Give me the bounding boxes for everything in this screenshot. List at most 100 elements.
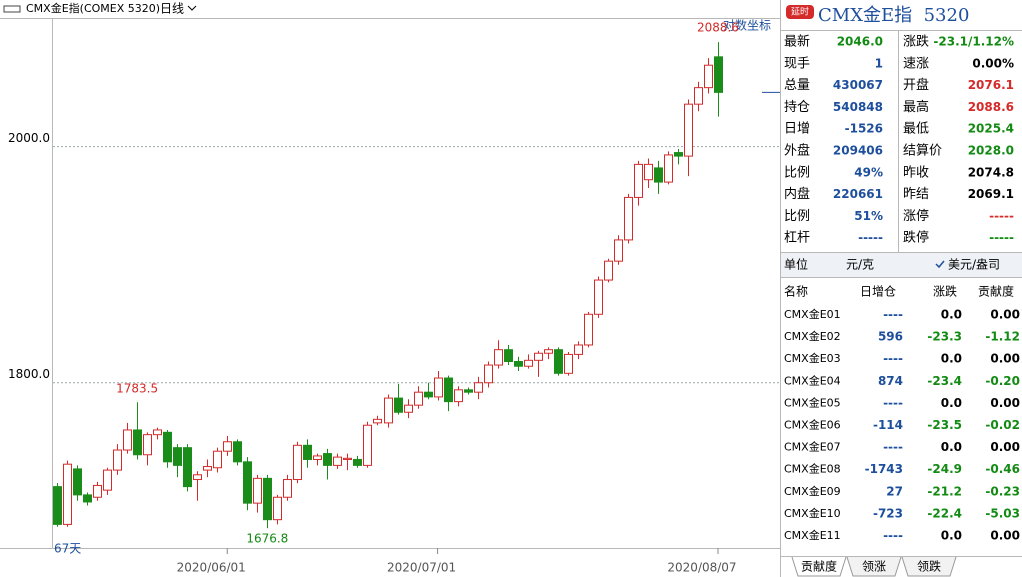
contract-name[interactable]: CMX金E04 bbox=[784, 373, 841, 387]
quote-label: 杠杆 bbox=[784, 230, 810, 246]
quote-value: 209406 bbox=[833, 144, 883, 158]
x-tick-label: 2020/08/07 bbox=[667, 561, 736, 575]
cell: ---- bbox=[883, 308, 903, 322]
candle-body bbox=[604, 260, 613, 281]
candle-body bbox=[53, 486, 62, 525]
contract-name[interactable]: CMX金E03 bbox=[784, 351, 841, 365]
cell: 0.0 bbox=[941, 440, 962, 454]
contract-name[interactable]: CMX金E02 bbox=[784, 329, 841, 343]
tab[interactable]: 贡献度 bbox=[801, 559, 837, 574]
cell: -23.3 bbox=[927, 330, 962, 344]
candle-body bbox=[73, 468, 82, 496]
column-header: 名称 bbox=[784, 284, 808, 299]
quote-label: 跌停 bbox=[903, 230, 929, 246]
quote-value: -1526 bbox=[845, 122, 883, 136]
cell: 27 bbox=[886, 484, 903, 498]
tab-shape[interactable] bbox=[901, 556, 957, 577]
candle-body bbox=[504, 349, 513, 362]
contract-name[interactable]: CMX金E01 bbox=[784, 307, 841, 321]
candle-body bbox=[143, 434, 152, 456]
candle-body bbox=[123, 429, 132, 451]
candle-body bbox=[664, 154, 673, 183]
quote-label: 内盘 bbox=[784, 186, 810, 202]
candle-body bbox=[213, 450, 222, 469]
candle-body bbox=[624, 196, 633, 241]
contract-name[interactable]: CMX金E05 bbox=[784, 395, 841, 409]
cell: -5.03 bbox=[985, 506, 1020, 520]
candle-body bbox=[574, 344, 583, 355]
cell: -0.02 bbox=[985, 418, 1020, 432]
cell: 0.00 bbox=[990, 352, 1020, 366]
column-header: 涨跌 bbox=[933, 284, 957, 299]
quote-value: -23.1/1.12% bbox=[933, 35, 1014, 49]
contract-name[interactable]: CMX金E07 bbox=[784, 440, 841, 454]
x-tick-label: 2020/07/01 bbox=[387, 561, 456, 575]
candle-body bbox=[93, 484, 102, 498]
quote-label: 结算价 bbox=[903, 144, 942, 159]
extreme-label: 1676.8 bbox=[246, 532, 288, 546]
quote-label: 外盘 bbox=[784, 143, 810, 159]
candle-body bbox=[183, 447, 192, 488]
candle-body bbox=[203, 466, 212, 471]
quote-value: 2069.1 bbox=[968, 187, 1014, 201]
cell: -0.20 bbox=[985, 374, 1020, 388]
dropdown-icon[interactable] bbox=[187, 5, 197, 11]
quote-value: 430067 bbox=[833, 78, 883, 92]
candle-body bbox=[163, 431, 172, 463]
unit-usd[interactable]: 美元/盎司 bbox=[948, 258, 1000, 272]
contract-name[interactable]: CMX金E10 bbox=[784, 506, 841, 520]
quote-value: 2046.0 bbox=[837, 35, 883, 49]
cell: 0.0 bbox=[941, 308, 962, 322]
candle-body bbox=[484, 364, 493, 384]
contract-name[interactable]: CMX金E09 bbox=[784, 484, 841, 498]
quote-label: 比例 bbox=[784, 209, 810, 224]
tab-shape[interactable] bbox=[846, 556, 902, 577]
candle-body bbox=[714, 56, 723, 93]
cell: 0.00 bbox=[990, 529, 1020, 543]
quote-title: CMX金E指 5320 bbox=[818, 5, 969, 26]
period[interactable]: 日线 bbox=[160, 2, 184, 16]
candle-body bbox=[414, 391, 423, 406]
quote-value: 2076.1 bbox=[968, 78, 1014, 92]
cell: 596 bbox=[878, 330, 903, 344]
quote-label: 持仓 bbox=[784, 100, 810, 115]
check-icon[interactable] bbox=[935, 260, 945, 269]
cell: 0.00 bbox=[990, 396, 1020, 410]
candle-body bbox=[464, 389, 473, 393]
candle-body bbox=[594, 279, 603, 315]
quote-label: 最高 bbox=[903, 99, 929, 115]
tab[interactable]: 领跌 bbox=[917, 559, 941, 574]
candle-body bbox=[424, 391, 433, 398]
candle-body bbox=[243, 461, 252, 504]
tab-shape[interactable] bbox=[791, 556, 847, 577]
candle-body bbox=[333, 456, 342, 466]
log-scale-button[interactable]: 对数坐标 bbox=[723, 18, 771, 33]
candle-body bbox=[694, 87, 703, 105]
contract-name[interactable]: CMX金E11 bbox=[784, 528, 841, 542]
unit-cny[interactable]: 元/克 bbox=[846, 258, 874, 272]
quote-label: 总量 bbox=[784, 78, 810, 93]
cell: -1743 bbox=[865, 462, 903, 476]
candle-body bbox=[293, 444, 302, 481]
tab[interactable]: 领涨 bbox=[862, 559, 886, 574]
quote-label: 日增 bbox=[784, 122, 810, 137]
quote-label: 速涨 bbox=[903, 56, 929, 71]
contract-name[interactable]: CMX金E08 bbox=[784, 462, 841, 476]
candle-body bbox=[373, 418, 382, 424]
quote-label: 现手 bbox=[784, 56, 810, 71]
candle-body bbox=[544, 349, 553, 354]
candle-body bbox=[524, 359, 533, 367]
candle-body bbox=[514, 360, 523, 367]
quote-value: 2025.4 bbox=[968, 122, 1014, 136]
quote-value: 2028.0 bbox=[968, 144, 1014, 158]
candle-body bbox=[313, 455, 322, 460]
candle-body bbox=[564, 353, 573, 374]
quote-value: 2074.8 bbox=[968, 165, 1014, 179]
candle-body bbox=[644, 163, 653, 181]
contract-name[interactable]: CMX金E06 bbox=[784, 418, 841, 432]
extreme-label: 1783.5 bbox=[116, 382, 158, 396]
quote-value: 540848 bbox=[833, 100, 883, 114]
quote-label: 涨停 bbox=[903, 208, 929, 224]
